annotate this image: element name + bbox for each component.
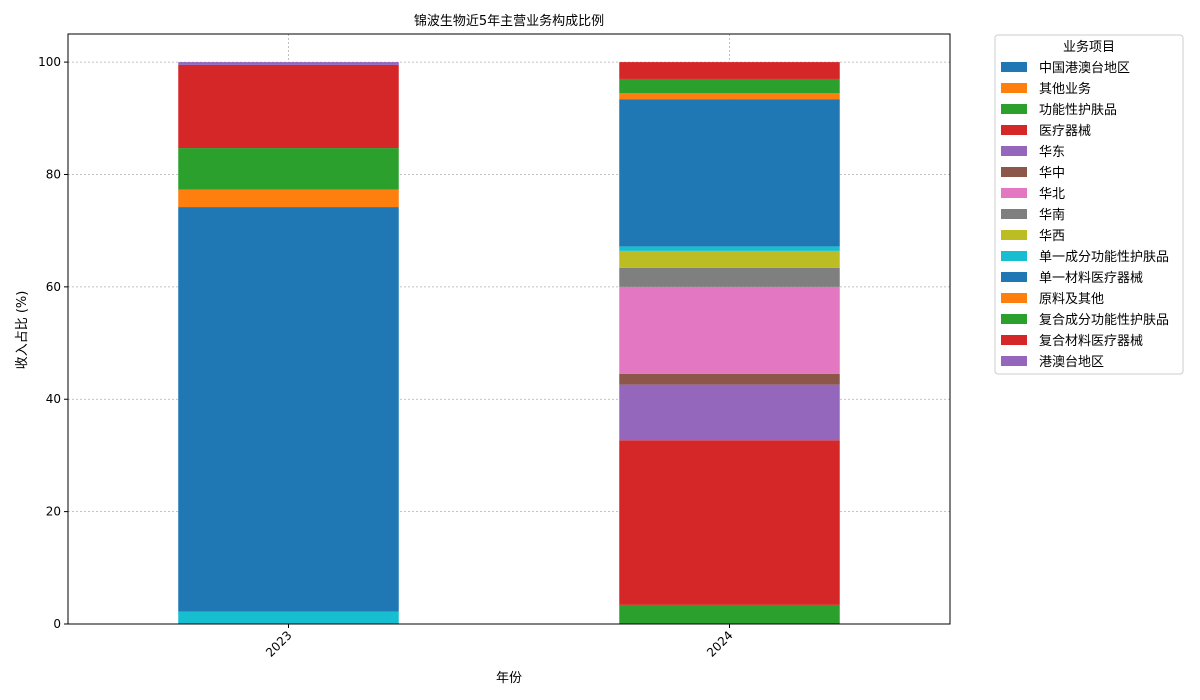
legend-swatch xyxy=(1001,251,1027,261)
bar-segment xyxy=(619,99,840,247)
bar-segment xyxy=(178,611,399,624)
legend-label: 华北 xyxy=(1039,187,1065,202)
legend-label: 华东 xyxy=(1039,145,1065,160)
legend-label: 港澳台地区 xyxy=(1039,354,1104,370)
bar-segment xyxy=(619,384,840,441)
legend-label: 华中 xyxy=(1039,166,1065,181)
legend: 业务项目 中国港澳台地区其他业务功能性护肤品医疗器械华东华中华北华南华西单一成分… xyxy=(994,34,1184,375)
legend-swatch xyxy=(1001,272,1027,282)
bar-segment xyxy=(619,62,840,79)
y-tick-label: 20 xyxy=(46,505,61,519)
legend-swatch xyxy=(1001,230,1027,240)
legend-label: 中国港澳台地区 xyxy=(1039,60,1130,76)
x-axis-label: 年份 xyxy=(496,671,522,686)
bar-segment xyxy=(178,189,399,208)
legend-swatch xyxy=(1001,83,1027,93)
y-axis-label: 收入占比 (%) xyxy=(15,291,30,370)
y-tick-label: 60 xyxy=(46,280,61,294)
legend-swatch xyxy=(1001,188,1027,198)
bar-segment xyxy=(619,250,840,268)
legend-swatch xyxy=(1001,314,1027,324)
legend-swatch xyxy=(1001,62,1027,72)
y-tick-label: 100 xyxy=(38,55,61,69)
plot-area: 0 20 40 60 80 100 2023 2024 xyxy=(38,33,951,660)
legend-swatch xyxy=(1001,167,1027,177)
x-tick-label: 2023 xyxy=(263,628,294,659)
legend-label: 复合成分功能性护肤品 xyxy=(1039,313,1169,328)
bar-segment xyxy=(619,373,840,385)
y-tick-label: 40 xyxy=(46,392,61,406)
x-tick-label: 2024 xyxy=(704,628,735,659)
legend-title: 业务项目 xyxy=(1063,39,1115,55)
legend-label: 单一材料医疗器械 xyxy=(1039,271,1143,286)
bar-segment xyxy=(619,93,840,100)
legend-label: 功能性护肤品 xyxy=(1039,103,1117,118)
legend-label: 华南 xyxy=(1039,207,1065,223)
bar-segment xyxy=(178,207,399,612)
legend-label: 其他业务 xyxy=(1039,81,1091,97)
legend-frame xyxy=(994,34,1184,375)
bar-segment xyxy=(619,440,840,605)
bar-segment xyxy=(619,267,840,287)
legend-swatch xyxy=(1001,125,1027,135)
legend-swatch xyxy=(1001,146,1027,156)
bar-segment xyxy=(178,148,399,190)
legend-label: 单一成分功能性护肤品 xyxy=(1039,250,1169,265)
y-tick-label: 0 xyxy=(53,617,61,631)
plot-frame xyxy=(67,33,951,625)
legend-items: 中国港澳台地区其他业务功能性护肤品医疗器械华东华中华北华南华西单一成分功能性护肤… xyxy=(1001,60,1169,370)
legend-label: 复合材料医疗器械 xyxy=(1039,334,1143,349)
legend-swatch xyxy=(1001,293,1027,303)
bar-segment xyxy=(619,604,840,624)
bar-segment xyxy=(178,62,399,65)
bar-segment xyxy=(619,246,840,251)
bar-segment xyxy=(619,78,840,93)
legend-label: 华西 xyxy=(1039,229,1065,244)
bar-segment xyxy=(178,64,399,149)
bar-segment xyxy=(619,286,840,374)
legend-label: 医疗器械 xyxy=(1039,124,1091,139)
legend-swatch xyxy=(1001,209,1027,219)
legend-label: 原料及其他 xyxy=(1039,292,1104,307)
chart-title: 锦波生物近5年主营业务构成比例 xyxy=(414,13,604,29)
legend-swatch xyxy=(1001,104,1027,114)
legend-swatch xyxy=(1001,356,1027,366)
legend-swatch xyxy=(1001,335,1027,345)
y-tick-label: 80 xyxy=(46,167,61,181)
